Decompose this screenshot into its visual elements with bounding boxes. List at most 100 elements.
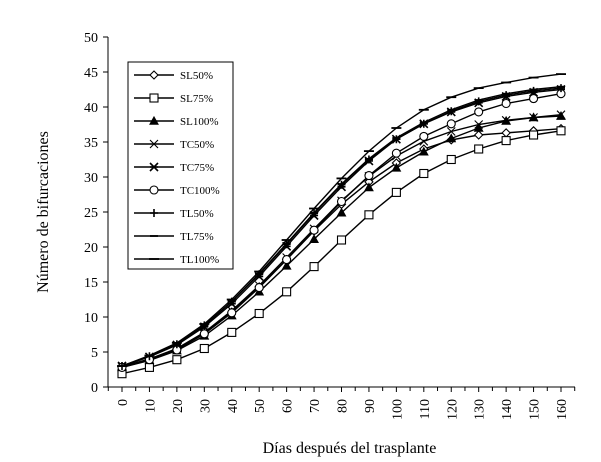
y-tick-label: 20 xyxy=(84,241,98,256)
data-point xyxy=(172,355,182,365)
x-tick-label: 100 xyxy=(390,399,405,420)
y-tick-label: 50 xyxy=(84,31,98,46)
data-point xyxy=(502,91,511,100)
data-point xyxy=(391,187,401,197)
x-tick-label: 30 xyxy=(198,399,213,413)
y-tick-label: 45 xyxy=(84,66,98,81)
legend-item: TC75% xyxy=(134,162,214,174)
data-point xyxy=(501,136,511,146)
data-point xyxy=(556,110,566,120)
data-point xyxy=(309,225,319,235)
legend-marker xyxy=(149,93,159,103)
x-tick-label: 150 xyxy=(528,399,543,420)
x-tick-label: 90 xyxy=(363,399,378,413)
data-point xyxy=(336,196,347,207)
data-point xyxy=(501,98,511,109)
data-point xyxy=(529,86,538,95)
legend-label: SL50% xyxy=(180,70,213,82)
data-point xyxy=(419,131,429,141)
y-tick-label: 10 xyxy=(84,311,98,326)
x-tick-label: 140 xyxy=(500,399,515,420)
legend-item: TL75% xyxy=(134,231,214,243)
legend-label: TC75% xyxy=(180,162,214,174)
data-point xyxy=(254,308,264,319)
x-tick-label: 10 xyxy=(143,399,158,413)
y-tick-label: 35 xyxy=(84,136,98,151)
data-point xyxy=(556,110,566,120)
data-point xyxy=(336,207,347,217)
data-point xyxy=(419,168,429,179)
legend-label: TC100% xyxy=(180,185,220,197)
legend-item: TC50% xyxy=(134,139,214,151)
legend-label: TC50% xyxy=(180,139,214,151)
series-sl100pct xyxy=(117,110,566,372)
y-axis-title: Número de bifurcaciones xyxy=(35,131,52,293)
data-point xyxy=(227,308,237,318)
y-tick-label: 40 xyxy=(84,101,98,116)
x-tick-label: 50 xyxy=(253,399,268,413)
data-point xyxy=(557,84,565,93)
legend-label: TL75% xyxy=(180,231,214,243)
data-point xyxy=(281,260,292,270)
data-point xyxy=(309,262,319,272)
legend: SL50% SL75% SL100% TC50% TC75% TC100% TL50% TL7… xyxy=(127,61,234,270)
data-point xyxy=(474,107,484,117)
x-tick-label: 160 xyxy=(555,399,570,420)
data-point xyxy=(282,287,292,297)
data-point xyxy=(474,120,484,129)
data-point xyxy=(529,130,539,140)
data-point xyxy=(501,128,511,138)
data-point xyxy=(282,255,292,265)
data-point xyxy=(364,171,374,181)
y-tick-label: 5 xyxy=(91,346,98,361)
data-point xyxy=(473,122,484,132)
legend-marker xyxy=(149,70,159,80)
data-point xyxy=(446,127,456,136)
x-tick-label: 130 xyxy=(473,399,488,420)
data-point xyxy=(446,154,456,165)
data-point xyxy=(391,162,402,172)
legend-marker xyxy=(149,185,159,195)
legend-item: TC100% xyxy=(134,185,220,197)
legend-marker xyxy=(149,139,159,149)
data-point xyxy=(418,146,429,156)
data-point xyxy=(199,329,209,339)
y-tick-label: 15 xyxy=(84,276,98,291)
legend-label: SL100% xyxy=(180,116,219,128)
x-ticks: 0 10 20 30 40 50 60 70 80 90 100 110 120 130 140 150 160 xyxy=(107,387,576,420)
x-axis-title: Días después del trasplante xyxy=(263,440,437,457)
y-ticks: 0 5 10 15 20 25 30 35 40 45 50 xyxy=(84,31,108,396)
data-point xyxy=(254,283,264,293)
data-point xyxy=(336,235,347,245)
data-point xyxy=(227,327,237,337)
data-point xyxy=(364,182,374,192)
legend-item: SL75% xyxy=(134,93,213,105)
data-point xyxy=(144,362,154,372)
x-tick-label: 20 xyxy=(171,399,186,413)
legend-label: SL75% xyxy=(180,93,213,105)
legend-item: SL100% xyxy=(134,115,219,128)
legend-item: TL100% xyxy=(134,254,219,266)
data-point xyxy=(446,119,456,129)
y-tick-label: 25 xyxy=(84,206,98,221)
x-tick-label: 80 xyxy=(336,399,351,413)
x-tick-label: 40 xyxy=(226,399,241,413)
legend-label: TL50% xyxy=(180,208,214,220)
x-tick-label: 120 xyxy=(445,399,460,420)
data-point xyxy=(529,94,539,104)
series-tl100pct xyxy=(117,73,566,367)
x-tick-label: 110 xyxy=(418,399,433,419)
data-point xyxy=(529,113,538,122)
legend-marker xyxy=(149,162,159,172)
data-point xyxy=(501,115,511,125)
y-tick-label: 0 xyxy=(91,381,98,396)
legend-item: SL50% xyxy=(134,70,213,82)
series-sl75pct xyxy=(117,126,566,379)
x-tick-label: 0 xyxy=(116,399,131,406)
y-tick-label: 30 xyxy=(84,171,98,186)
legend-item: TL50% xyxy=(134,208,214,220)
legend-box xyxy=(127,61,234,270)
data-point xyxy=(199,343,209,354)
